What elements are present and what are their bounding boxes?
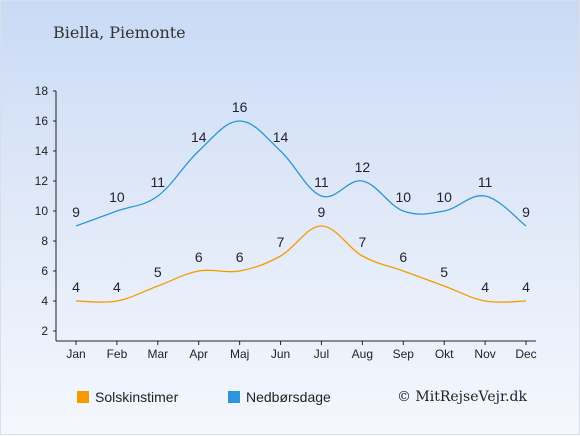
x-tick-label: Mar <box>147 347 168 361</box>
data-label-rain: 14 <box>273 129 289 145</box>
y-tick-label: 2 <box>41 324 48 338</box>
legend-rain: Nedbørsdage <box>228 389 331 405</box>
series-line-rain <box>75 120 527 227</box>
data-label-rain: 16 <box>232 99 248 115</box>
credit-text: © MitRejseVejr.dk <box>396 389 527 405</box>
data-label-sun: 7 <box>277 234 285 250</box>
y-tick-label: 6 <box>41 264 48 278</box>
data-label-sun: 5 <box>154 264 162 280</box>
data-label-rain: 10 <box>109 189 125 205</box>
y-tick-label: 14 <box>35 144 49 158</box>
legend-sun-swatch <box>77 391 89 403</box>
legend-sun: Solskinstimer <box>77 389 178 405</box>
chart-title: Biella, Piemonte <box>53 23 186 42</box>
x-tick-label: Maj <box>230 347 249 361</box>
data-label-sun: 4 <box>522 279 530 295</box>
y-tick-label: 10 <box>35 204 49 218</box>
x-tick-label: Dec <box>515 347 536 361</box>
data-label-sun: 6 <box>195 249 203 265</box>
x-tick-label: Jul <box>314 347 329 361</box>
y-tick-label: 18 <box>35 84 49 98</box>
data-label-sun: 5 <box>440 264 448 280</box>
y-tick-label: 12 <box>35 174 49 188</box>
x-tick-label: Sep <box>393 347 415 361</box>
data-label-rain: 11 <box>314 174 329 190</box>
data-label-sun: 4 <box>72 279 80 295</box>
data-label-rain: 10 <box>436 189 452 205</box>
legend-rain-label: Nedbørsdage <box>246 389 331 405</box>
legend-sun-label: Solskinstimer <box>95 389 179 405</box>
data-label-rain: 11 <box>478 174 493 190</box>
x-tick-label: Feb <box>107 347 128 361</box>
x-tick-label: Apr <box>189 347 208 361</box>
data-label-rain: 9 <box>522 204 530 220</box>
series-line-sun <box>75 225 527 303</box>
x-tick-label: Jan <box>66 347 85 361</box>
data-label-rain: 10 <box>395 189 411 205</box>
data-label-sun: 4 <box>481 279 489 295</box>
legend-rain-swatch <box>228 391 240 403</box>
x-tick-label: Okt <box>435 347 454 361</box>
data-label-sun: 7 <box>358 234 366 250</box>
data-label-sun: 6 <box>399 249 407 265</box>
data-label-rain: 14 <box>191 129 207 145</box>
y-tick-label: 16 <box>35 114 49 128</box>
data-label-rain: 12 <box>355 159 371 175</box>
x-tick-label: Aug <box>352 347 373 361</box>
data-label-sun: 9 <box>318 204 326 220</box>
x-tick-label: Jun <box>271 347 290 361</box>
data-label-rain: 11 <box>151 174 166 190</box>
data-label-sun: 6 <box>236 249 244 265</box>
data-label-rain: 9 <box>72 204 80 220</box>
y-tick-label: 8 <box>41 234 48 248</box>
y-tick-label: 4 <box>41 294 48 308</box>
data-label-sun: 4 <box>113 279 121 295</box>
x-tick-label: Nov <box>474 347 495 361</box>
